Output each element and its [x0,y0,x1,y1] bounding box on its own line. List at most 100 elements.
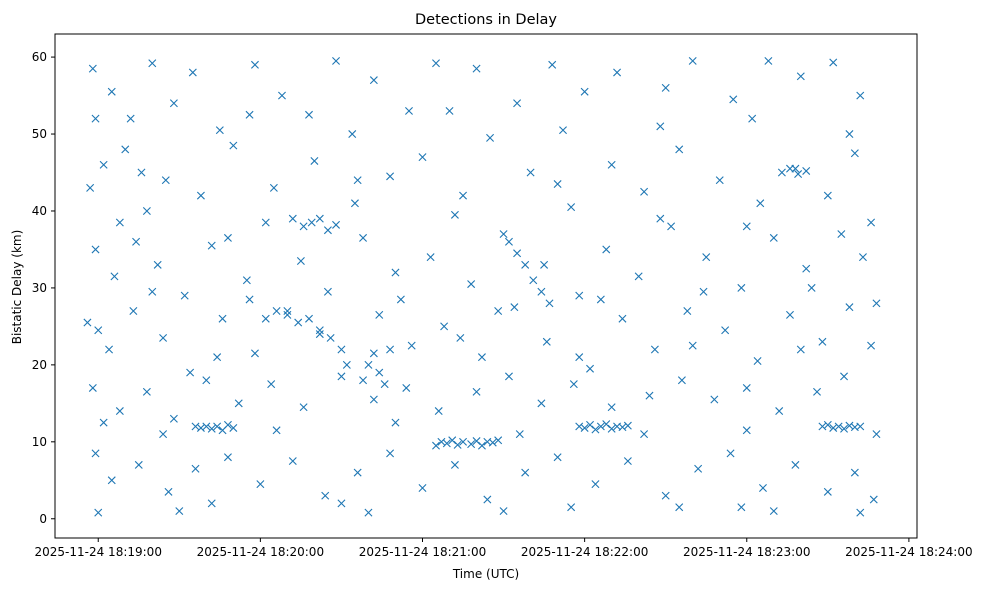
data-point [542,337,551,346]
data-point [840,372,849,381]
data-point [499,507,508,516]
data-point [702,253,711,262]
data-point [350,199,359,208]
data-point [207,424,216,433]
data-point [418,153,427,162]
data-point [250,60,259,69]
data-point [737,503,746,512]
data-point [567,503,576,512]
data-point [796,345,805,354]
data-point [872,430,881,439]
data-point [386,449,395,458]
y-tick-label: 40 [32,204,47,218]
data-point [137,168,146,177]
data-point [467,440,476,449]
data-point [569,380,578,389]
y-tick-label: 30 [32,281,47,295]
data-point [99,418,108,427]
data-point [777,168,786,177]
chart-title: Detections in Delay [415,12,557,28]
x-tick-label: 2025-11-24 18:21:00 [359,545,486,559]
data-point [440,322,449,331]
data-point [459,437,468,446]
data-point [786,164,794,173]
data-point [602,245,611,254]
data-point [132,237,141,246]
data-point [472,437,481,446]
data-point [213,353,222,362]
data-point [288,457,297,466]
data-point [453,440,462,449]
data-point [677,376,686,385]
data-point [307,218,316,227]
data-point [229,423,238,432]
data-point [656,214,665,223]
data-point [283,307,292,315]
data-point [207,241,216,250]
data-point [872,299,881,308]
data-point [432,59,440,68]
data-point [323,287,332,296]
data-point [521,468,530,477]
data-point [88,383,97,392]
plot-area [54,33,918,539]
data-point [596,295,605,304]
data-point [513,249,522,258]
data-point [353,468,362,477]
data-point [261,218,270,227]
data-point [342,360,351,369]
data-point [375,310,384,319]
data-point [737,283,746,292]
data-point [504,237,513,246]
data-point [359,376,368,385]
data-point [623,457,632,466]
data-point [386,172,395,181]
data-point [618,314,627,323]
data-point [450,210,459,219]
data-point [802,264,811,273]
data-point [426,253,435,262]
data-point [504,372,513,381]
data-point [656,122,665,131]
data-point [591,480,600,489]
data-point [545,299,554,308]
data-point [91,449,100,458]
data-point [850,468,859,477]
data-point [834,422,843,431]
data-point [94,326,103,335]
data-point [829,58,838,67]
data-point [802,166,811,175]
data-point [818,337,827,346]
data-point [618,423,627,432]
data-point [488,438,497,447]
data-point [867,218,876,227]
data-point [591,425,600,434]
data-point [580,423,589,432]
data-point [756,199,765,208]
data-point [215,126,224,135]
data-point [88,64,97,73]
data-point [448,436,457,445]
data-point [175,507,184,516]
data-point [245,295,254,304]
data-point [148,59,157,68]
data-point [386,345,395,354]
data-point [786,310,794,319]
data-point [305,110,313,119]
data-point [540,260,549,269]
data-point [483,495,492,504]
data-point [553,453,562,462]
data-point [332,220,341,229]
data-point [494,307,503,315]
data-point [575,291,584,300]
data-point [353,176,362,185]
data-point [699,287,708,296]
data-point [321,491,330,500]
data-point [391,268,400,277]
data-point [856,91,865,100]
data-point [553,180,562,189]
data-point [850,149,859,158]
data-point [161,176,170,185]
data-point [234,399,243,408]
data-point [229,141,238,150]
